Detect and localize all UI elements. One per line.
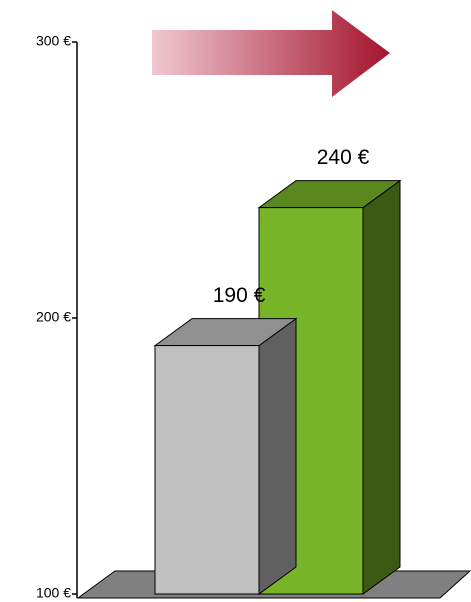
data-label: 190 € [213,284,266,307]
y-tick-label: 100 € [36,585,71,601]
data-label: 240 € [317,146,370,169]
y-tick-label: 200 € [36,309,71,325]
bar-front [154,345,260,595]
bar-side [362,179,401,595]
bar-side [258,317,297,595]
y-tick-label: 300 € [36,33,71,49]
trend-arrow [152,10,390,97]
bar [153,317,298,595]
